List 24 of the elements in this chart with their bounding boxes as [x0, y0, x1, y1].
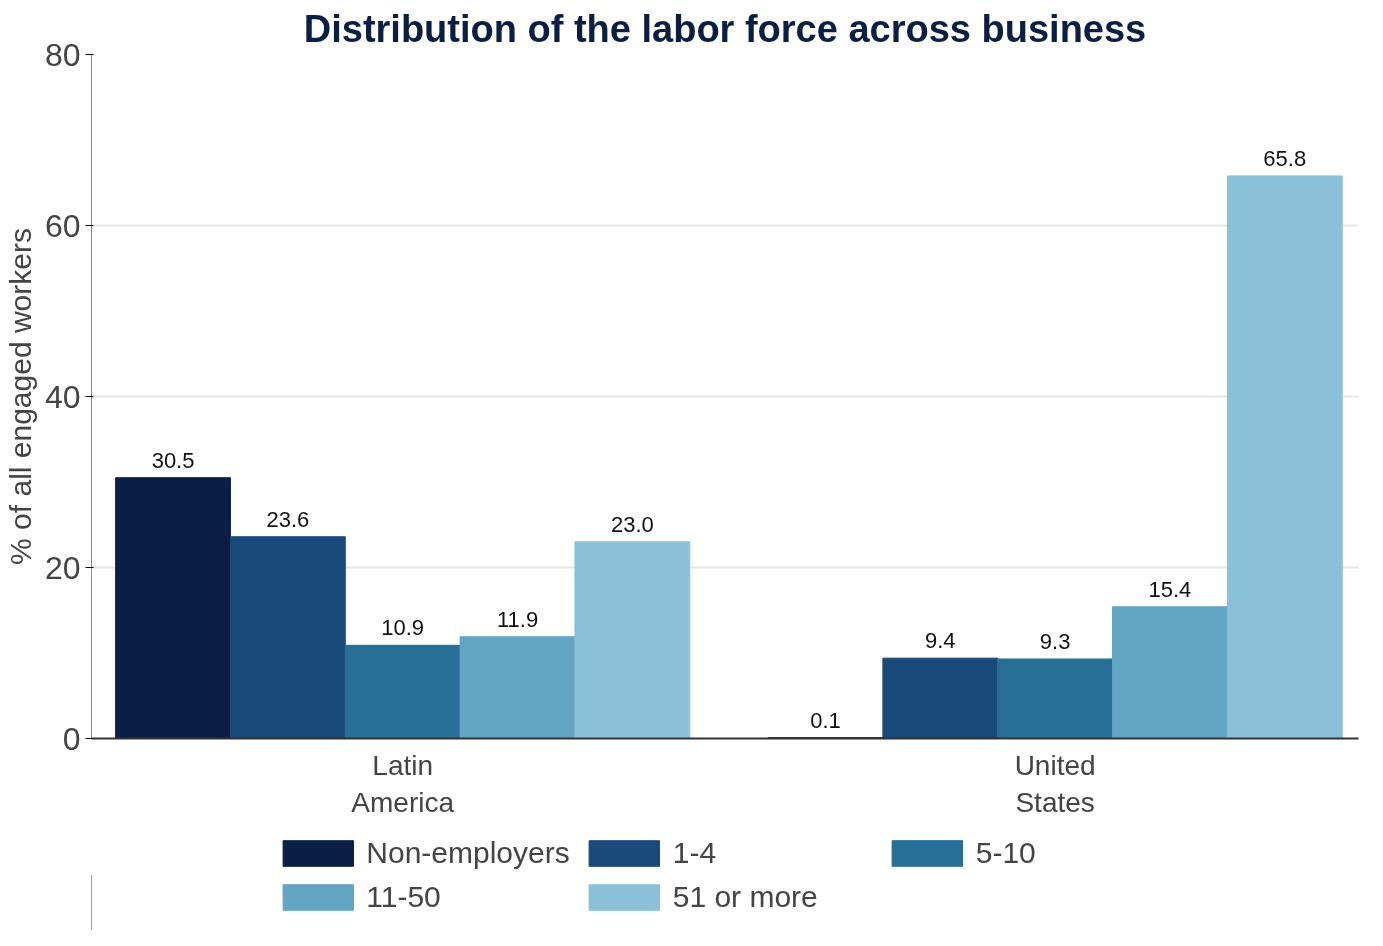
y-tick-label: 80	[44, 36, 81, 73]
data-label: 9.3	[1039, 628, 1071, 654]
data-label: 23.6	[266, 506, 310, 532]
data-label: 9.4	[925, 628, 956, 654]
data-label: 10.9	[381, 615, 425, 641]
y-tick-label: 60	[44, 207, 81, 244]
x-tick-label: United States	[1014, 749, 1096, 818]
y-tick-label: 0	[62, 720, 81, 757]
y-axis-title: % of all engaged workers	[3, 228, 37, 565]
legend-label: 51 or more	[672, 880, 819, 914]
chart-title: Distribution of the labor force across business	[303, 7, 1147, 50]
y-tick-label: 20	[44, 549, 81, 586]
data-label: 15.4	[1148, 576, 1192, 602]
data-label: 23.0	[610, 511, 654, 537]
x-tick-label: Latin America	[351, 749, 455, 818]
data-label: 0.1	[810, 707, 841, 733]
data-label: 30.5	[151, 447, 195, 473]
legend-label: Non-employers	[366, 836, 570, 870]
legend-label: 1-4	[672, 836, 718, 870]
legend-label: 11-50	[366, 880, 442, 914]
data-label: 11.9	[496, 606, 539, 632]
data-label: 65.8	[1263, 145, 1307, 171]
y-tick-label: 40	[44, 378, 81, 415]
legend-label: 5-10	[975, 836, 1037, 870]
